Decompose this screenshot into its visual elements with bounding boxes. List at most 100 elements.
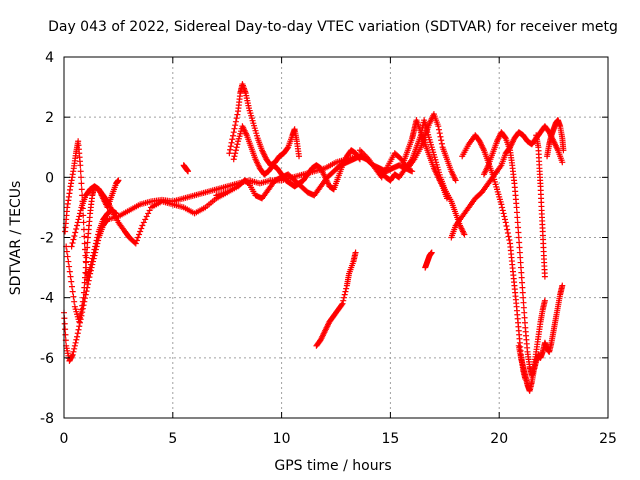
data-point (504, 229, 511, 236)
data-point (70, 348, 77, 355)
data-point (520, 299, 527, 306)
series-track-s (544, 117, 567, 160)
series-track-r (533, 132, 548, 280)
data-point (505, 233, 512, 240)
data-point (80, 212, 87, 219)
data-point (73, 225, 80, 232)
series-track-q (515, 282, 566, 394)
data-point (69, 240, 76, 247)
data-point (230, 156, 237, 163)
data-point (513, 209, 520, 216)
data-point (296, 153, 303, 160)
data-point (352, 249, 359, 256)
series-track-m (422, 249, 435, 271)
data-point (231, 125, 238, 132)
data-point (515, 224, 522, 231)
data-point (501, 213, 508, 220)
data-point (516, 249, 523, 256)
data-point (74, 222, 81, 229)
data-point (72, 229, 79, 236)
data-point (500, 210, 507, 217)
data-point (461, 231, 468, 238)
data-point (90, 252, 97, 259)
y-axis-label: SDTVAR / TECUs (8, 181, 24, 296)
x-axis-label: GPS time / hours (274, 458, 391, 474)
data-point (226, 150, 233, 157)
data-point (138, 225, 145, 232)
data-point (81, 240, 88, 247)
series-track-g (230, 123, 363, 193)
data-point (76, 314, 83, 321)
data-point (452, 177, 459, 184)
series-track-l (400, 117, 450, 202)
data-point (75, 216, 82, 223)
data-point (228, 139, 235, 146)
data-point (65, 258, 72, 265)
data-point (71, 342, 78, 349)
data-point (140, 219, 147, 226)
data-point (517, 259, 524, 266)
data-point (436, 130, 443, 137)
data-point (81, 233, 88, 240)
data-point (232, 118, 239, 125)
data-point (521, 319, 528, 326)
data-point (503, 222, 510, 229)
data-point (80, 294, 87, 301)
data-point (438, 140, 445, 147)
data-point (343, 285, 350, 292)
data-point (134, 234, 141, 241)
data-point (516, 239, 523, 246)
data-point (77, 168, 84, 175)
data-point (92, 240, 99, 247)
data-point (76, 319, 83, 326)
data-point (230, 129, 237, 136)
data-point (62, 331, 69, 338)
data-point (88, 258, 95, 265)
y-tick-label: -6 (40, 351, 54, 367)
data-point (139, 222, 146, 229)
y-tick-label: -8 (40, 411, 54, 427)
data-point (517, 254, 524, 261)
data-point (515, 229, 522, 236)
data-point (233, 115, 240, 122)
data-point (76, 210, 83, 217)
data-point (143, 213, 150, 220)
data-point (81, 284, 88, 291)
data-point (89, 255, 96, 262)
x-tick-label: 10 (273, 431, 291, 447)
data-point (73, 336, 80, 343)
data-point (77, 310, 84, 317)
data-point (72, 339, 79, 346)
data-point (66, 263, 73, 270)
data-point (83, 254, 90, 261)
data-point (339, 300, 346, 307)
data-point (62, 326, 69, 333)
data-point (91, 246, 98, 253)
axis-ticks: 0 5 10 15 20 25 -8 -6 -4 -2 0 2 4 (40, 50, 617, 447)
data-point (84, 281, 91, 288)
data-point (284, 145, 291, 152)
data-point (78, 174, 85, 181)
data-point (515, 234, 522, 241)
data-point (428, 249, 435, 256)
data-point (93, 237, 100, 244)
data-point (82, 274, 89, 281)
data-point (435, 126, 442, 133)
data-point (232, 122, 239, 129)
data-point (435, 123, 442, 130)
data-point (231, 153, 238, 160)
x-tick-label: 5 (168, 431, 177, 447)
data-point (437, 133, 444, 140)
data-point (229, 136, 236, 143)
x-tick-label: 20 (490, 431, 508, 447)
data-point (78, 180, 85, 187)
data-point (83, 259, 90, 266)
data-point (87, 261, 94, 268)
data-point (409, 168, 416, 175)
data-point (519, 279, 526, 286)
data-point (502, 219, 509, 226)
data-point (146, 207, 153, 214)
data-point (504, 226, 511, 233)
data-point (64, 253, 71, 260)
